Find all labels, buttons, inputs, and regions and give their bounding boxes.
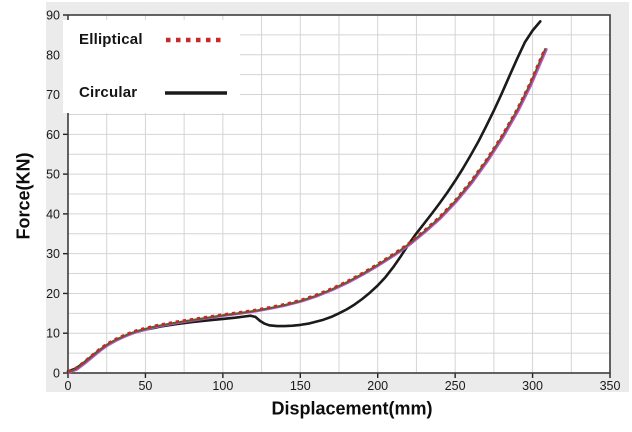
y-tick-label: 40 [46,207,60,221]
x-tick-label: 300 [522,379,543,393]
x-tick-label: 250 [445,379,466,393]
x-tick-label: 200 [367,379,388,393]
series-line-elliptical [67,47,547,373]
y-tick-label: 30 [46,247,60,261]
x-tick-label: 350 [600,379,621,393]
y-tick-label: 10 [46,327,60,341]
legend-item-elliptical: Elliptical [79,31,228,48]
plot-border [67,14,611,374]
x-tick-label: 100 [212,379,233,393]
x-tick-label: 0 [65,379,72,393]
legend-label-elliptical: Elliptical [79,31,143,48]
legend-item-circular: Circular [79,84,228,101]
legend: Elliptical Circular [63,20,240,113]
y-axis-label: Force(KN) [13,152,34,240]
y-tick-label: 20 [46,287,60,301]
elliptical-dotted-line-swatch-icon [166,37,226,42]
x-tick-label: 50 [138,379,152,393]
x-axis-label: Displacement(mm) [271,398,433,419]
y-tick-label: 60 [46,128,60,142]
y-tick-label: 0 [53,367,60,381]
y-tick-label: 80 [46,48,60,62]
circular-solid-line-swatch-icon [165,90,227,95]
y-tick-label: 90 [46,9,60,23]
x-tick-label: 150 [290,379,311,393]
legend-label-circular: Circular [79,84,138,101]
y-tick-label: 50 [46,168,60,182]
y-tick-label: 70 [46,88,60,102]
